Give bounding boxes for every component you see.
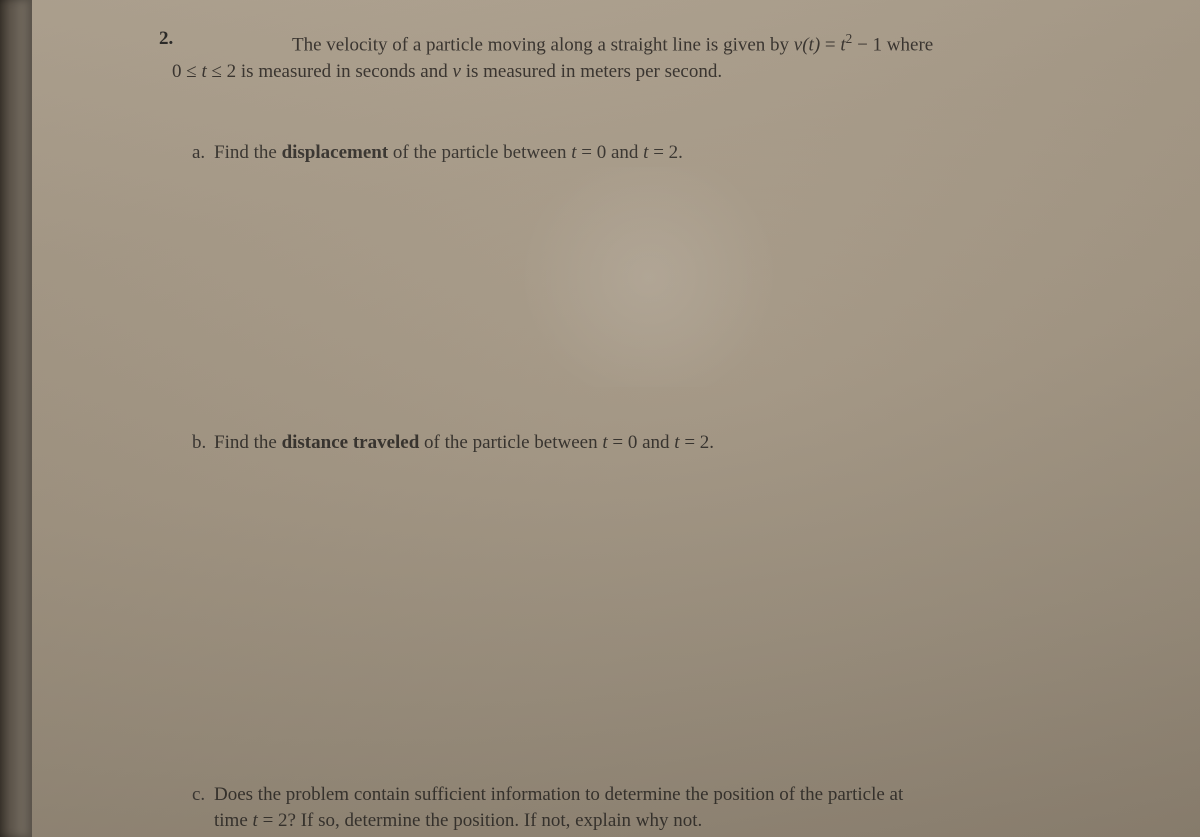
part-c-line2-eq: = 2? <box>258 810 301 831</box>
equals-sign: = <box>820 34 840 55</box>
part-a-and: and <box>606 142 643 163</box>
intro-text-1: The velocity of a particle moving along … <box>292 34 794 55</box>
part-c-letter: c. <box>192 784 214 806</box>
part-a-mid: of the particle between <box>388 142 571 163</box>
part-a-letter: a. <box>192 142 214 164</box>
part-a-t0-eq: = 0 <box>577 142 607 163</box>
intro-text-2a: is measured in seconds and <box>236 61 452 82</box>
velocity-fn-lhs: v(t) <box>794 34 820 55</box>
intro-where: where <box>882 34 933 55</box>
range-lhs: 0 ≤ <box>172 61 201 82</box>
part-b: b.Find the distance traveled of the part… <box>192 432 1130 454</box>
problem-number: 2. <box>159 28 173 50</box>
part-a: a.Find the displacement of the particle … <box>192 142 1130 164</box>
intro-var-v: v <box>453 61 461 82</box>
range-rhs: ≤ 2 <box>207 61 236 82</box>
part-b-letter: b. <box>192 432 214 454</box>
part-b-bold: distance traveled <box>282 432 420 453</box>
part-b-mid: of the particle between <box>419 432 602 453</box>
part-a-pre: Find the <box>214 142 282 163</box>
intro-text-2b: is measured in meters per second. <box>461 61 722 82</box>
worksheet-page: 2. The velocity of a particle moving alo… <box>32 0 1200 837</box>
part-a-t1-eq: = 2. <box>648 142 682 163</box>
velocity-fn-rhs-tail: − 1 <box>852 34 882 55</box>
part-c-line1: Does the problem contain sufficient info… <box>214 784 903 805</box>
part-a-bold: displacement <box>282 142 389 163</box>
book-binding-edge <box>0 0 32 837</box>
part-b-pre: Find the <box>214 432 282 453</box>
part-b-t0-eq: = 0 <box>608 432 638 453</box>
problem-intro: The velocity of a particle moving along … <box>172 30 1130 86</box>
part-c: c.Does the problem contain sufficient in… <box>192 784 1130 832</box>
part-c-line2-a: time <box>214 810 253 831</box>
part-c-line2-b: If so, determine the position. If not, e… <box>301 810 703 831</box>
paper-glare <box>499 167 799 387</box>
part-b-and: and <box>637 432 674 453</box>
part-b-t1-eq: = 2. <box>680 432 714 453</box>
